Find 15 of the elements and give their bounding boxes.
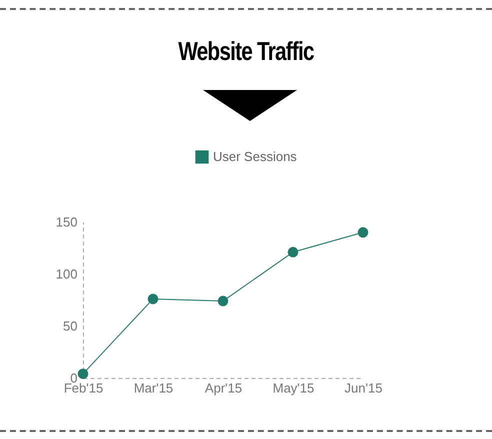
legend-label: User Sessions: [213, 149, 298, 164]
x-tick-label: Mar'15: [134, 380, 174, 396]
x-tick-label: Jun'15: [344, 380, 382, 396]
y-tick-label: 0: [70, 370, 78, 386]
point: [358, 227, 368, 238]
x-tick-label: May'15: [272, 380, 314, 396]
x-tick-label: Apr'15: [204, 380, 242, 396]
point: [78, 368, 88, 380]
point: [148, 294, 158, 304]
y-tick-label: 150: [56, 214, 78, 230]
point: [218, 296, 228, 306]
point: [288, 246, 298, 258]
y-tick-label: 100: [56, 266, 78, 282]
chart-title: Website Traffic: [177, 36, 315, 67]
y-tick-label: 50: [63, 318, 78, 334]
